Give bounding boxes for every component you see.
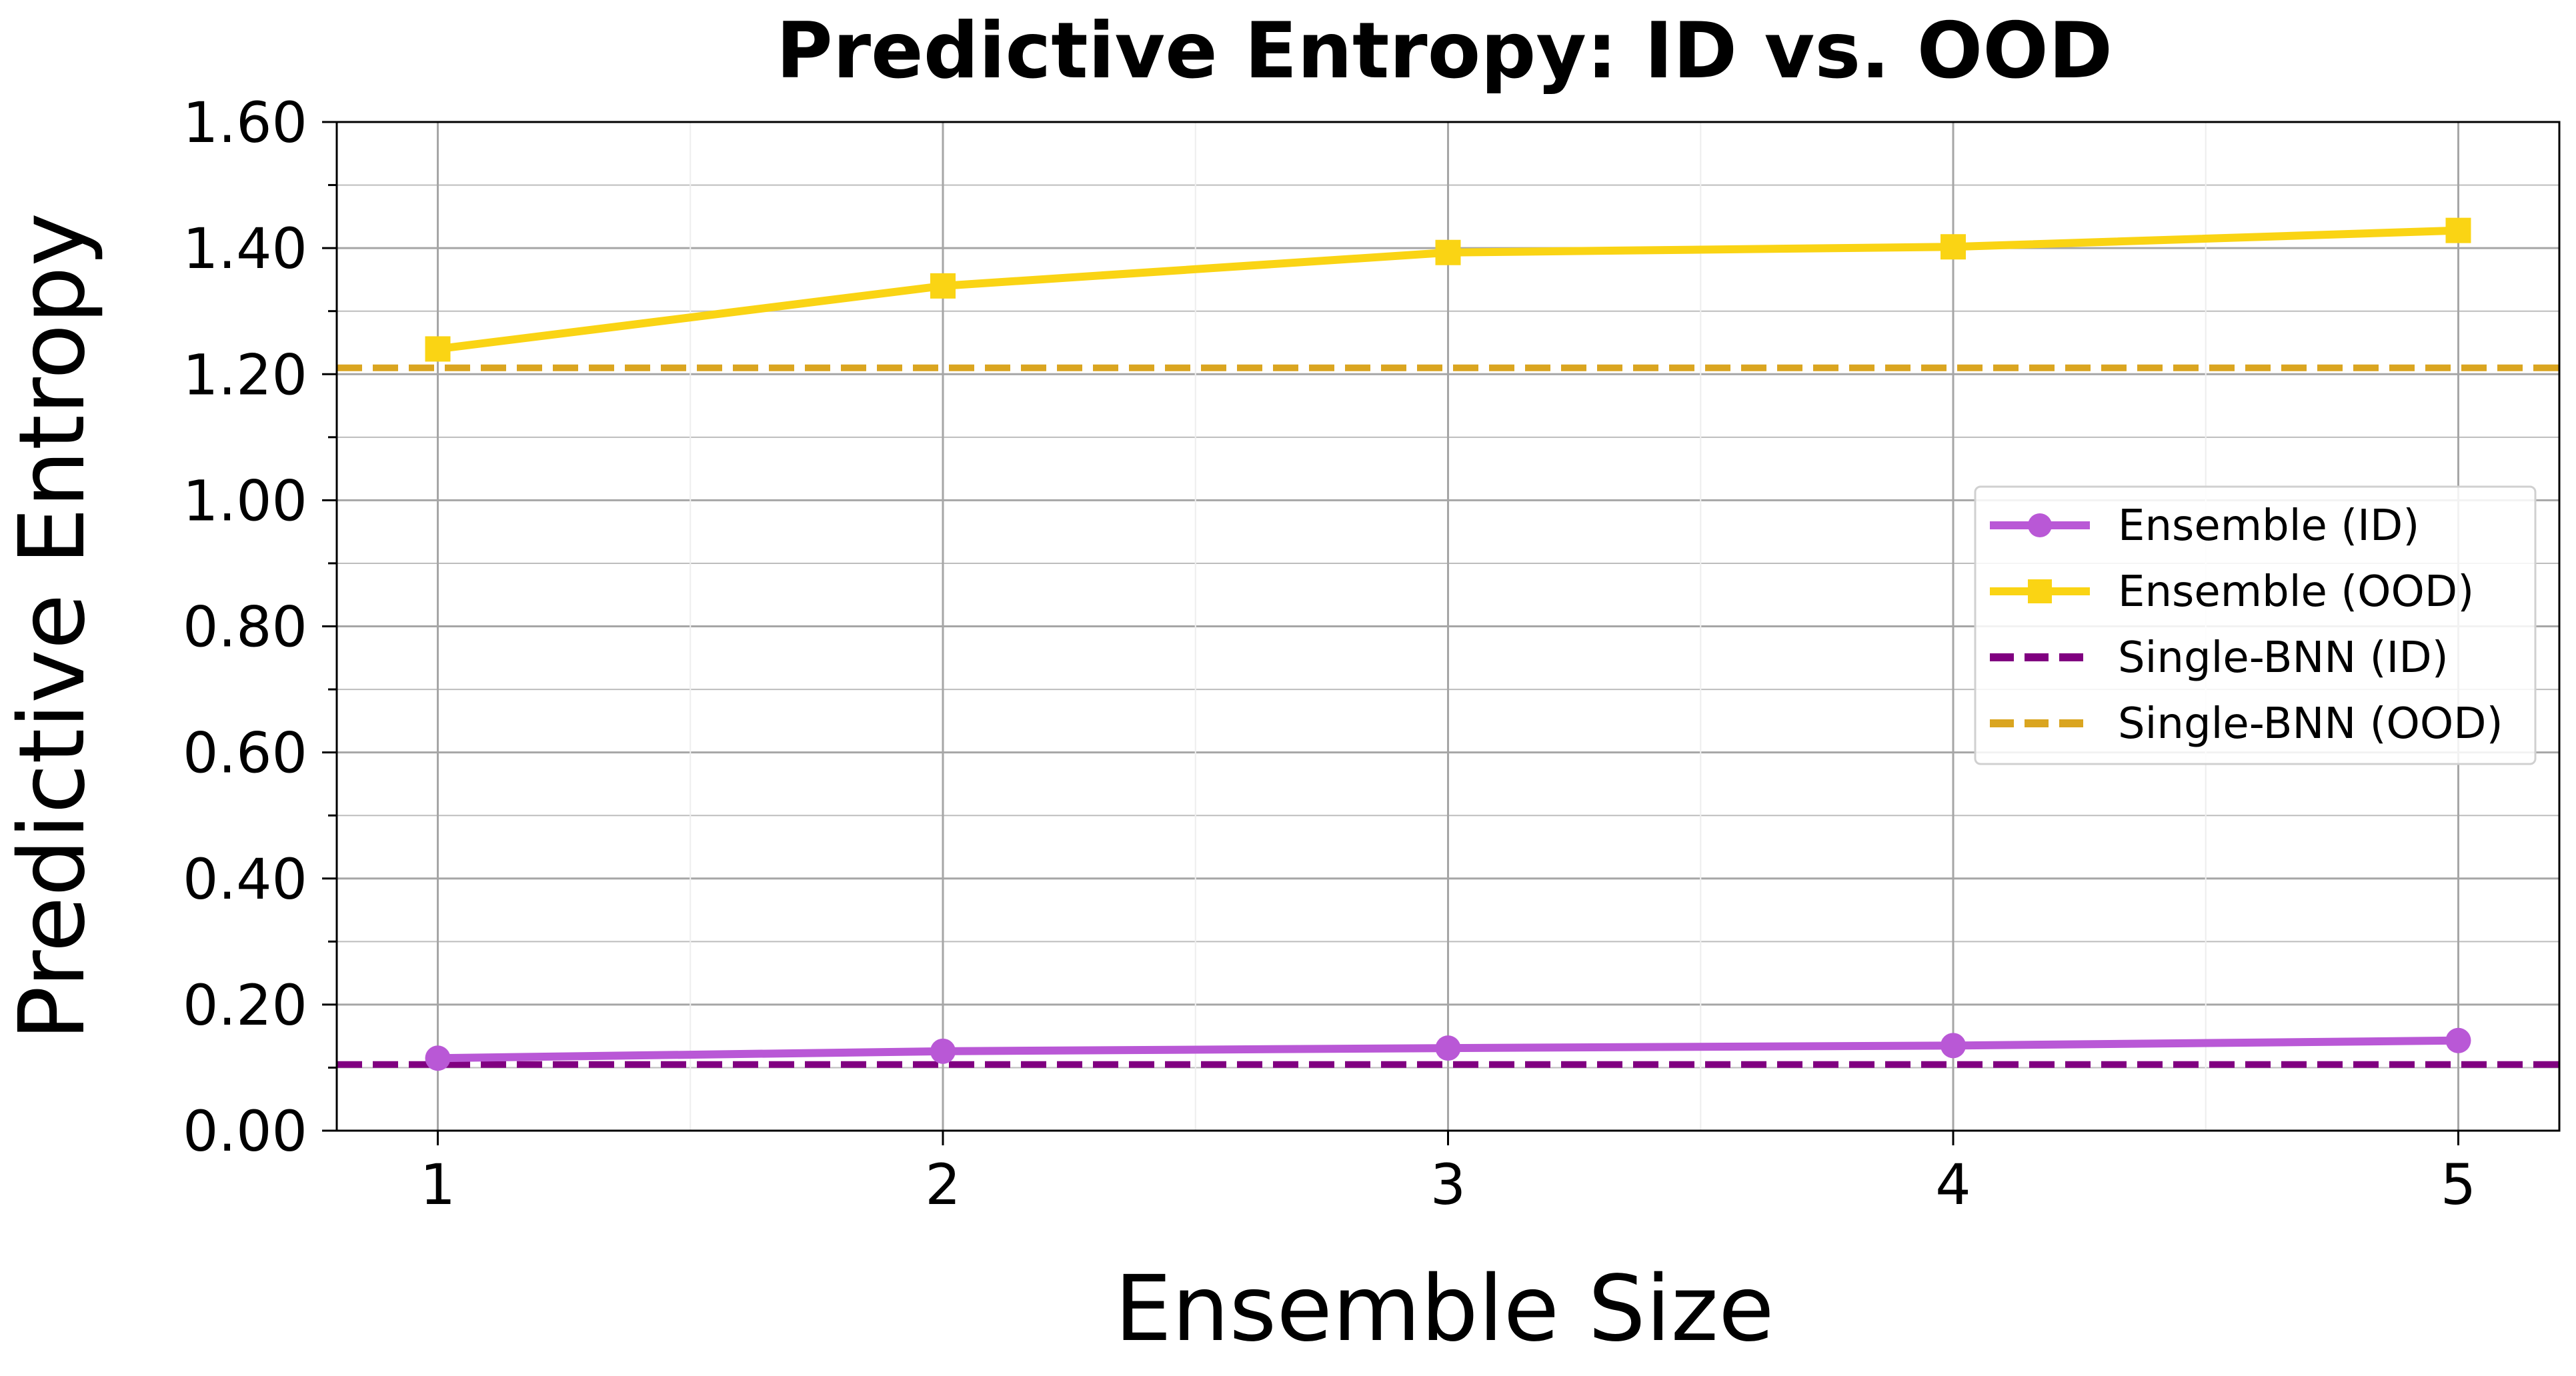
data-point	[1435, 239, 1461, 265]
x-tick-label: 4	[1935, 1152, 1971, 1217]
grid	[337, 121, 2559, 1132]
data-point	[1941, 234, 1966, 260]
x-axis-label: Ensemble Size	[1114, 1257, 1774, 1362]
y-tick-label: 0.80	[183, 595, 307, 660]
legend-label: Single-BNN (ID)	[2118, 633, 2449, 683]
legend-box	[1974, 485, 2537, 765]
y-tick-label: 0.60	[183, 721, 307, 786]
data-point	[930, 273, 956, 299]
legend-marker	[2028, 579, 2052, 603]
y-tick-label: 1.40	[183, 216, 307, 281]
legend-label: Ensemble (ID)	[2118, 501, 2419, 551]
y-tick-label: 1.60	[183, 90, 307, 155]
legend-label: Ensemble (OOD)	[2118, 567, 2474, 617]
x-tick-label: 3	[1430, 1152, 1466, 1217]
ticks: 0.00 0.20 0.40 0.60 0.80 1.00 1.20 1.40 1.60 1 2 3 4…	[183, 90, 2476, 1217]
y-tick-label: 0.40	[183, 847, 307, 912]
data-point	[930, 1038, 956, 1064]
legend: Ensemble (ID) Ensemble (OOD) Single-BNN (I…	[1974, 485, 2537, 765]
data-point	[2445, 217, 2471, 243]
series-layer	[337, 217, 2559, 1071]
x-tick-label: 2	[925, 1152, 960, 1217]
chart-title: Predictive Entropy: ID vs. OOD	[776, 6, 2113, 96]
y-tick-label: 1.20	[183, 342, 307, 407]
data-point	[1941, 1033, 1966, 1059]
y-tick-label: 1.00	[183, 468, 307, 533]
data-point	[2445, 1027, 2471, 1053]
y-axis-label: Predictive Entropy	[0, 213, 105, 1041]
data-point	[1435, 1035, 1461, 1061]
y-tick-label: 0.20	[183, 973, 307, 1038]
x-tick-label: 5	[2441, 1152, 2476, 1217]
legend-label: Single-BNN (OOD)	[2118, 699, 2503, 749]
data-point	[425, 336, 451, 362]
data-point	[425, 1045, 451, 1071]
y-tick-label: 0.00	[183, 1099, 307, 1164]
x-tick-label: 1	[420, 1152, 455, 1217]
legend-marker	[2028, 513, 2052, 537]
